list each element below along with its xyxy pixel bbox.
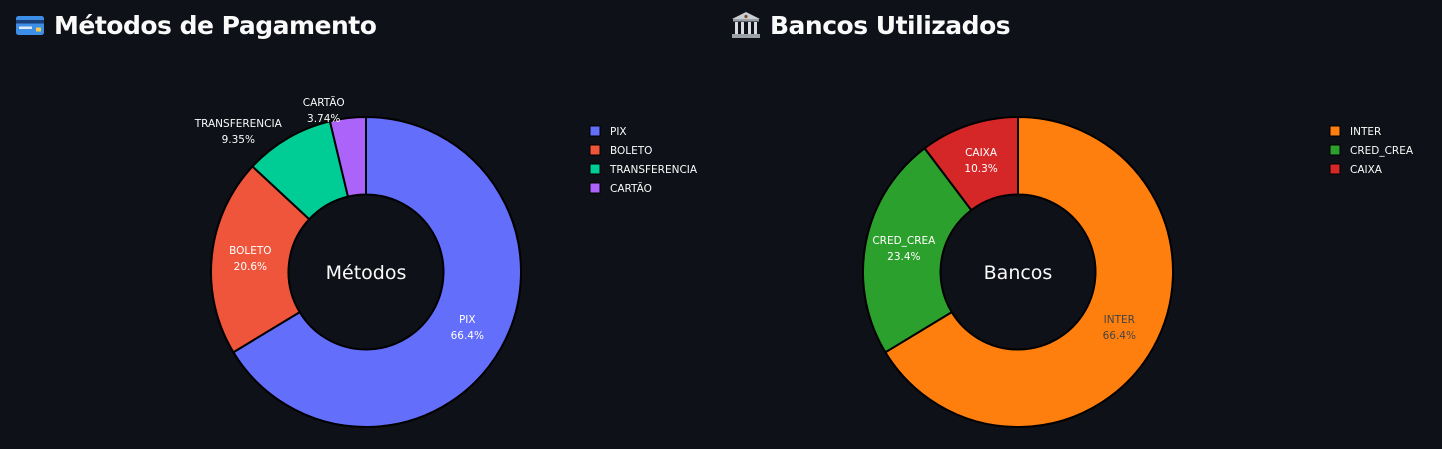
slice-value-caixa: 10.3% bbox=[964, 163, 997, 175]
slice-label-inter: INTER bbox=[1104, 314, 1135, 326]
legend-item-caixa[interactable]: CAIXA bbox=[1330, 164, 1383, 176]
slice-label-cartao: CARTÃO bbox=[303, 96, 345, 109]
donut-center-text: Métodos bbox=[326, 262, 407, 284]
donut-center-text: Bancos bbox=[984, 262, 1053, 284]
legend-swatch bbox=[590, 145, 600, 155]
legend-item-pix[interactable]: PIX bbox=[590, 126, 627, 138]
legend-item-cartao[interactable]: CARTÃO bbox=[590, 182, 652, 195]
slice-label-transferencia: TRANSFERENCIA bbox=[194, 118, 283, 130]
legend-swatch bbox=[1330, 126, 1340, 136]
legend-label: CRED_CREA bbox=[1350, 145, 1414, 157]
legend-swatch bbox=[590, 126, 600, 136]
legend-label: CARTÃO bbox=[610, 182, 652, 195]
banks-donut-chart: INTER66.4%CRED_CREA23.4%CAIXA10.3%Bancos… bbox=[716, 0, 1442, 449]
legend-label: CAIXA bbox=[1350, 164, 1383, 176]
legend-item-boleto[interactable]: BOLETO bbox=[590, 145, 652, 157]
payment-methods-donut-chart: PIX 66.4% BOLETO 20.6% TRANSFERENCIA 9.35% CAR… bbox=[0, 0, 716, 449]
legend-item-transferencia[interactable]: TRANSFERENCIA bbox=[590, 164, 698, 176]
slice-label-boleto: BOLETO bbox=[229, 245, 271, 257]
slice-value-boleto: 20.6% bbox=[234, 261, 267, 273]
slice-value-inter: 66.4% bbox=[1103, 330, 1136, 342]
slice-value-transferencia: 9.35% bbox=[222, 134, 255, 146]
slice-label-pix: PIX bbox=[459, 314, 476, 326]
slice-value-cred-crea: 23.4% bbox=[887, 251, 920, 263]
slice-label-caixa: CAIXA bbox=[965, 147, 998, 159]
legend-item-inter[interactable]: INTER bbox=[1330, 126, 1381, 138]
legend-swatch bbox=[590, 164, 600, 174]
legend-label: PIX bbox=[610, 126, 627, 138]
legend-item-cred-crea[interactable]: CRED_CREA bbox=[1330, 145, 1414, 157]
legend-label: TRANSFERENCIA bbox=[609, 164, 698, 176]
legend-label: INTER bbox=[1350, 126, 1381, 138]
slice-label-cred-crea: CRED_CREA bbox=[872, 235, 936, 247]
slice-value-pix: 66.4% bbox=[451, 330, 484, 342]
slice-value-cartao: 3.74% bbox=[307, 113, 340, 125]
banks-panel: Bancos Utilizados INTER 66.4% CRED_CREA 23.… bbox=[716, 0, 1442, 449]
legend-swatch bbox=[590, 183, 600, 193]
payment-methods-panel: Métodos de Pagamento PIX 66.4% BOLETO 20.6%… bbox=[0, 0, 716, 449]
legend-swatch bbox=[1330, 145, 1340, 155]
legend-swatch bbox=[1330, 164, 1340, 174]
legend-label: BOLETO bbox=[610, 145, 652, 157]
